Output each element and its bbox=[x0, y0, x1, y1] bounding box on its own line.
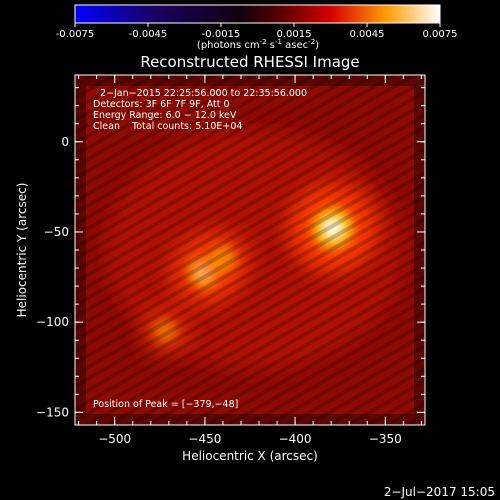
chart-title: Reconstructed RHESSI Image bbox=[140, 53, 359, 71]
heatmap-image bbox=[75, 75, 425, 425]
energy-range-text: Energy Range: 6.0 − 12.0 keV bbox=[93, 110, 237, 121]
peak-position-text: Position of Peak = [−379,−48] bbox=[93, 399, 238, 410]
colorbar-tick-label: 0.0045 bbox=[350, 29, 385, 40]
y-axis-label: Heliocentric Y (arcsec) bbox=[15, 183, 29, 318]
x-tick-label: −450 bbox=[188, 432, 221, 446]
y-tick-label: −100 bbox=[36, 315, 69, 329]
y-tick-label: 0 bbox=[61, 135, 69, 149]
detectors-text: Detectors: 3F 6F 7F 9F, Att 0 bbox=[93, 99, 230, 110]
y-axis: 0 −50 −100 −150 bbox=[36, 87, 425, 419]
x-axis-label: Heliocentric X (arcsec) bbox=[182, 449, 318, 463]
colorbar-ticks: -0.0075 -0.0045 -0.0015 0.0015 0.0045 0.0075 bbox=[56, 23, 458, 40]
colorbar-gradient bbox=[74, 4, 441, 24]
footer-date: 2−Jul−2017 15:05 bbox=[384, 485, 495, 499]
colorbar-units: (photons cm-2 s-1 asec-2) bbox=[197, 38, 319, 51]
x-axis: −500 −450 −400 −350 bbox=[78, 75, 422, 446]
colorbar: -0.0075 -0.0045 -0.0015 0.0015 0.0045 0.0075 … bbox=[56, 4, 458, 51]
x-tick-label: −500 bbox=[98, 432, 131, 446]
annotations: 2−Jan−2015 22:25:56.000 to 22:35:56.000 … bbox=[93, 88, 307, 410]
colorbar-tick-label: 0.0075 bbox=[423, 29, 458, 40]
colorbar-tick-label: -0.0015 bbox=[202, 29, 241, 40]
x-tick-label: −400 bbox=[279, 432, 312, 446]
colorbar-tick-label: -0.0045 bbox=[129, 29, 168, 40]
time-range-text: 2−Jan−2015 22:25:56.000 to 22:35:56.000 bbox=[100, 88, 307, 99]
x-tick-label: −350 bbox=[369, 432, 402, 446]
clean-stripe-artifacts bbox=[75, 75, 425, 425]
colorbar-tick-label: -0.0075 bbox=[56, 29, 95, 40]
y-tick-label: −50 bbox=[44, 225, 69, 239]
y-tick-label: −150 bbox=[36, 405, 69, 419]
colorbar-tick-label: 0.0015 bbox=[277, 29, 312, 40]
clean-counts-text: Clean Total counts: 5.10E+04 bbox=[93, 121, 242, 132]
